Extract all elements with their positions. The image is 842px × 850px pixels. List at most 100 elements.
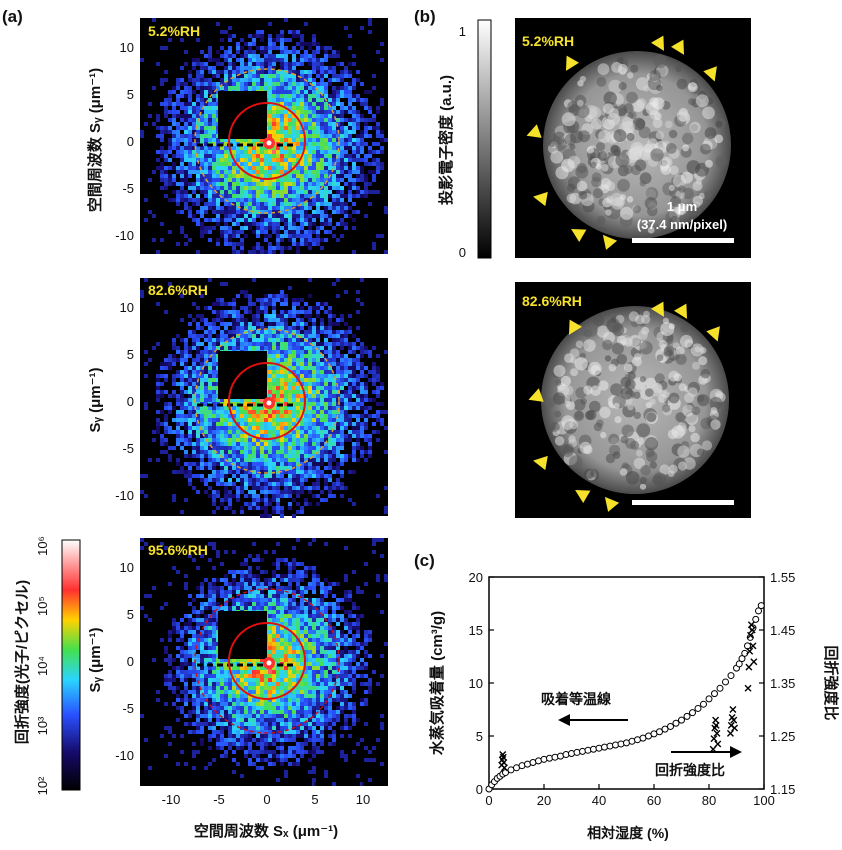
scalebar-label: 1 μm bbox=[667, 199, 697, 214]
texture-5-2rh bbox=[547, 54, 728, 234]
y-tick-label: 0 bbox=[127, 394, 134, 409]
scalebar-sublabel: (37.4 nm/pixel) bbox=[637, 217, 727, 232]
isotherm-point bbox=[540, 755, 548, 763]
adsorption-chart: 0 20 40 60 80 100 0 5 10 15 20 1.15 1.25 1.35 1.45 1.55… bbox=[428, 570, 840, 841]
chart-y-tick: 5 bbox=[476, 729, 483, 744]
ratio-point bbox=[745, 663, 753, 671]
colorbar-a-tick-1: 10⁶ bbox=[35, 536, 50, 556]
chart-y-tick: 0 bbox=[476, 782, 483, 797]
isotherm-point bbox=[562, 751, 570, 759]
isotherm-point bbox=[683, 712, 691, 720]
colorbar-b-tick-bottom: 0 bbox=[459, 245, 466, 260]
isotherm-point bbox=[612, 741, 619, 749]
rh-label-a3: 95.6%RH bbox=[148, 542, 208, 558]
ratio-point bbox=[712, 721, 720, 729]
isotherm-point bbox=[584, 746, 592, 754]
ratio-point bbox=[714, 740, 722, 748]
annotation-ratio-arrowhead bbox=[730, 746, 742, 758]
isotherm-point bbox=[678, 716, 685, 724]
edge-markers-82-6rh bbox=[528, 301, 720, 512]
isotherm-point bbox=[711, 690, 718, 698]
scalebar-2 bbox=[632, 500, 734, 505]
ratio-point bbox=[730, 716, 738, 724]
chart-y-tick: 15 bbox=[469, 623, 483, 638]
rh-label-a2: 82.6%RH bbox=[148, 282, 208, 298]
colorbar-a bbox=[61, 539, 81, 791]
isotherm-point bbox=[606, 742, 614, 750]
isotherm-point bbox=[601, 743, 608, 751]
chart-x-tick: 100 bbox=[753, 793, 775, 808]
axis-ticks-a: 10 5 0 -5 -10 10 5 0 -5 -10 10 5 0 -5 -10 -10 -5 0 5 10 bbox=[115, 40, 370, 807]
chart-y-tick: 10 bbox=[469, 676, 483, 691]
x-tick-label: -10 bbox=[162, 792, 181, 807]
isotherm-point bbox=[590, 745, 597, 753]
ratio-point bbox=[713, 729, 721, 737]
chart-x-tick: 80 bbox=[702, 793, 716, 808]
x-tick-label: 0 bbox=[263, 792, 270, 807]
isotherm-point bbox=[700, 700, 707, 708]
x-axis-label-a: 空間周波数 Sₓ (μm⁻¹) bbox=[194, 822, 338, 840]
colorbar-a-tick-3: 10⁴ bbox=[35, 656, 50, 676]
intensity-ratio-series bbox=[498, 621, 758, 772]
isotherm-point bbox=[617, 740, 625, 748]
colorbar-b bbox=[477, 19, 492, 259]
chart-x-tick: 60 bbox=[647, 793, 661, 808]
colorbar-a-tick-4: 10³ bbox=[35, 716, 50, 735]
chart-ticks: 0 20 40 60 80 100 0 5 10 15 20 1.15 1.25 1.35 1.45 1.55 bbox=[469, 570, 796, 808]
rh-label-b1: 5.2%RH bbox=[522, 33, 574, 49]
chart-y2-tick: 1.55 bbox=[770, 570, 795, 585]
y-tick-label: -5 bbox=[122, 701, 134, 716]
isotherm-point bbox=[735, 660, 743, 668]
y-tick-label: -10 bbox=[115, 228, 134, 243]
chart-y2-tick: 1.35 bbox=[770, 676, 795, 691]
isotherm-point bbox=[744, 642, 751, 650]
isotherm-point bbox=[705, 695, 713, 703]
rh-label-b2: 82.6%RH bbox=[522, 293, 582, 309]
y-tick-label: 5 bbox=[127, 347, 134, 362]
chart-x-tick: 40 bbox=[592, 793, 606, 808]
y-tick-label: 5 bbox=[127, 87, 134, 102]
y-tick-label: -5 bbox=[122, 441, 134, 456]
y-tick-label: -10 bbox=[115, 748, 134, 763]
y-axis-label-a3: Sᵧ (μm⁻¹) bbox=[87, 627, 104, 692]
ratio-point bbox=[729, 706, 737, 713]
ratio-point bbox=[726, 729, 734, 737]
ratio-point bbox=[747, 631, 755, 639]
chart-y2-tick: 1.25 bbox=[770, 729, 795, 744]
panel-label-b: (b) bbox=[414, 7, 436, 26]
annotation-isotherm: 吸着等温線 bbox=[541, 691, 611, 707]
colorbar-a-tick-2: 10⁵ bbox=[35, 596, 50, 616]
isotherm-point bbox=[656, 728, 663, 736]
ratio-point bbox=[746, 647, 754, 655]
isotherm-point bbox=[752, 615, 760, 623]
y-tick-label: 0 bbox=[127, 134, 134, 149]
chart-y-tick: 20 bbox=[469, 570, 483, 585]
ratio-point bbox=[750, 658, 758, 666]
ratio-point bbox=[748, 626, 756, 634]
chart-x-tick: 20 bbox=[537, 793, 551, 808]
texture-82-6rh bbox=[544, 309, 726, 490]
isotherm-point bbox=[568, 749, 575, 757]
scalebar bbox=[632, 238, 734, 243]
isotherm-point bbox=[579, 747, 586, 755]
ratio-point bbox=[749, 642, 757, 650]
y-tick-label: 5 bbox=[127, 607, 134, 622]
isotherm-point bbox=[661, 725, 669, 733]
panel-label-a: (a) bbox=[2, 7, 23, 26]
y-axis-label-a2: Sᵧ (μm⁻¹) bbox=[87, 367, 104, 432]
y-tick-label: 10 bbox=[120, 40, 134, 55]
isotherm-point bbox=[546, 754, 553, 762]
chart-y-label: 水蒸気吸着量 (cm³/g) bbox=[428, 611, 446, 755]
isotherm-point bbox=[738, 655, 746, 663]
ratio-point bbox=[747, 621, 755, 629]
isotherm-point bbox=[667, 722, 674, 730]
reconstruction-image-82-6rh: 82.6%RH bbox=[515, 282, 751, 518]
diffraction-pattern-5-2rh bbox=[140, 18, 388, 254]
chart-y2-label: 回折強度比 bbox=[822, 645, 840, 720]
colorbar-b-tick-top: 1 bbox=[459, 24, 466, 39]
x-tick-label: 5 bbox=[311, 792, 318, 807]
y-tick-label: 10 bbox=[120, 560, 134, 575]
isotherm-series bbox=[485, 602, 765, 793]
y-tick-label: 0 bbox=[127, 654, 134, 669]
isotherm-point bbox=[716, 684, 724, 692]
